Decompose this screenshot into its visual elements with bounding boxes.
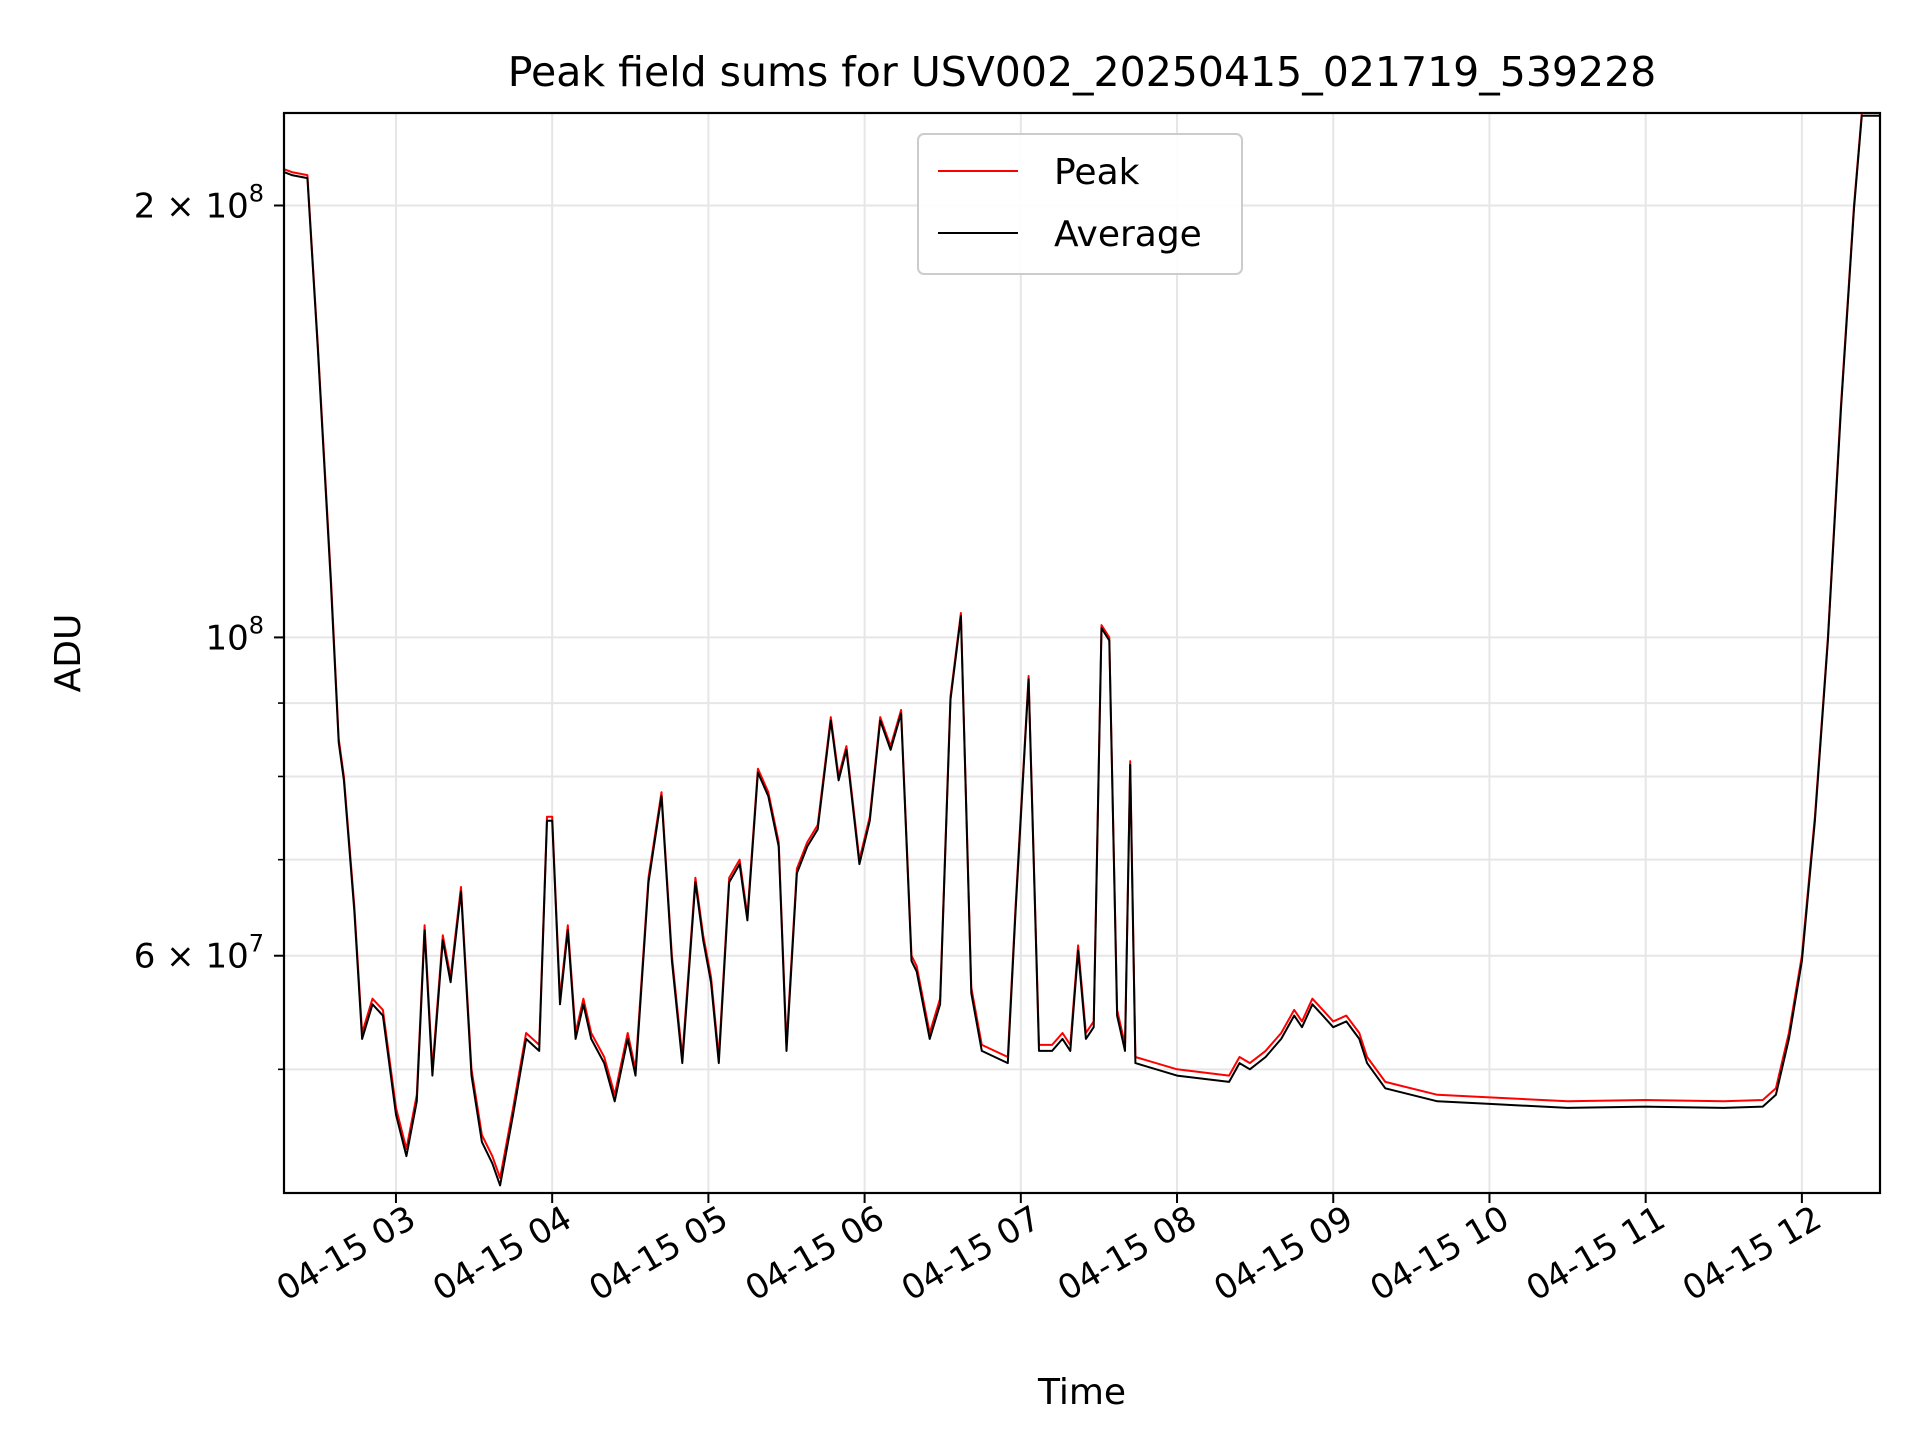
y-tick-exponent: 8 [249, 611, 264, 639]
y-tick-label: 2 × 108 [134, 179, 264, 226]
y-axis-label: ADU [48, 614, 89, 693]
y-tick-label: 6 × 107 [134, 930, 264, 977]
chart-title: Peak field sums for USV002_20250415_0217… [508, 48, 1657, 96]
y-tick-exponent: 8 [249, 179, 264, 207]
y-tick-exponent: 7 [249, 930, 264, 958]
legend-label: Average [1054, 214, 1202, 255]
series-lines [283, 112, 1880, 1187]
grid-lines [284, 113, 1880, 1193]
legend: Peak Average [917, 133, 1243, 275]
plot-frame [282, 111, 1882, 1195]
legend-label: Peak [1054, 152, 1140, 193]
legend-box [917, 133, 1243, 275]
x-axis-label: Time [1037, 1372, 1126, 1413]
series-line-average [283, 114, 1880, 1187]
